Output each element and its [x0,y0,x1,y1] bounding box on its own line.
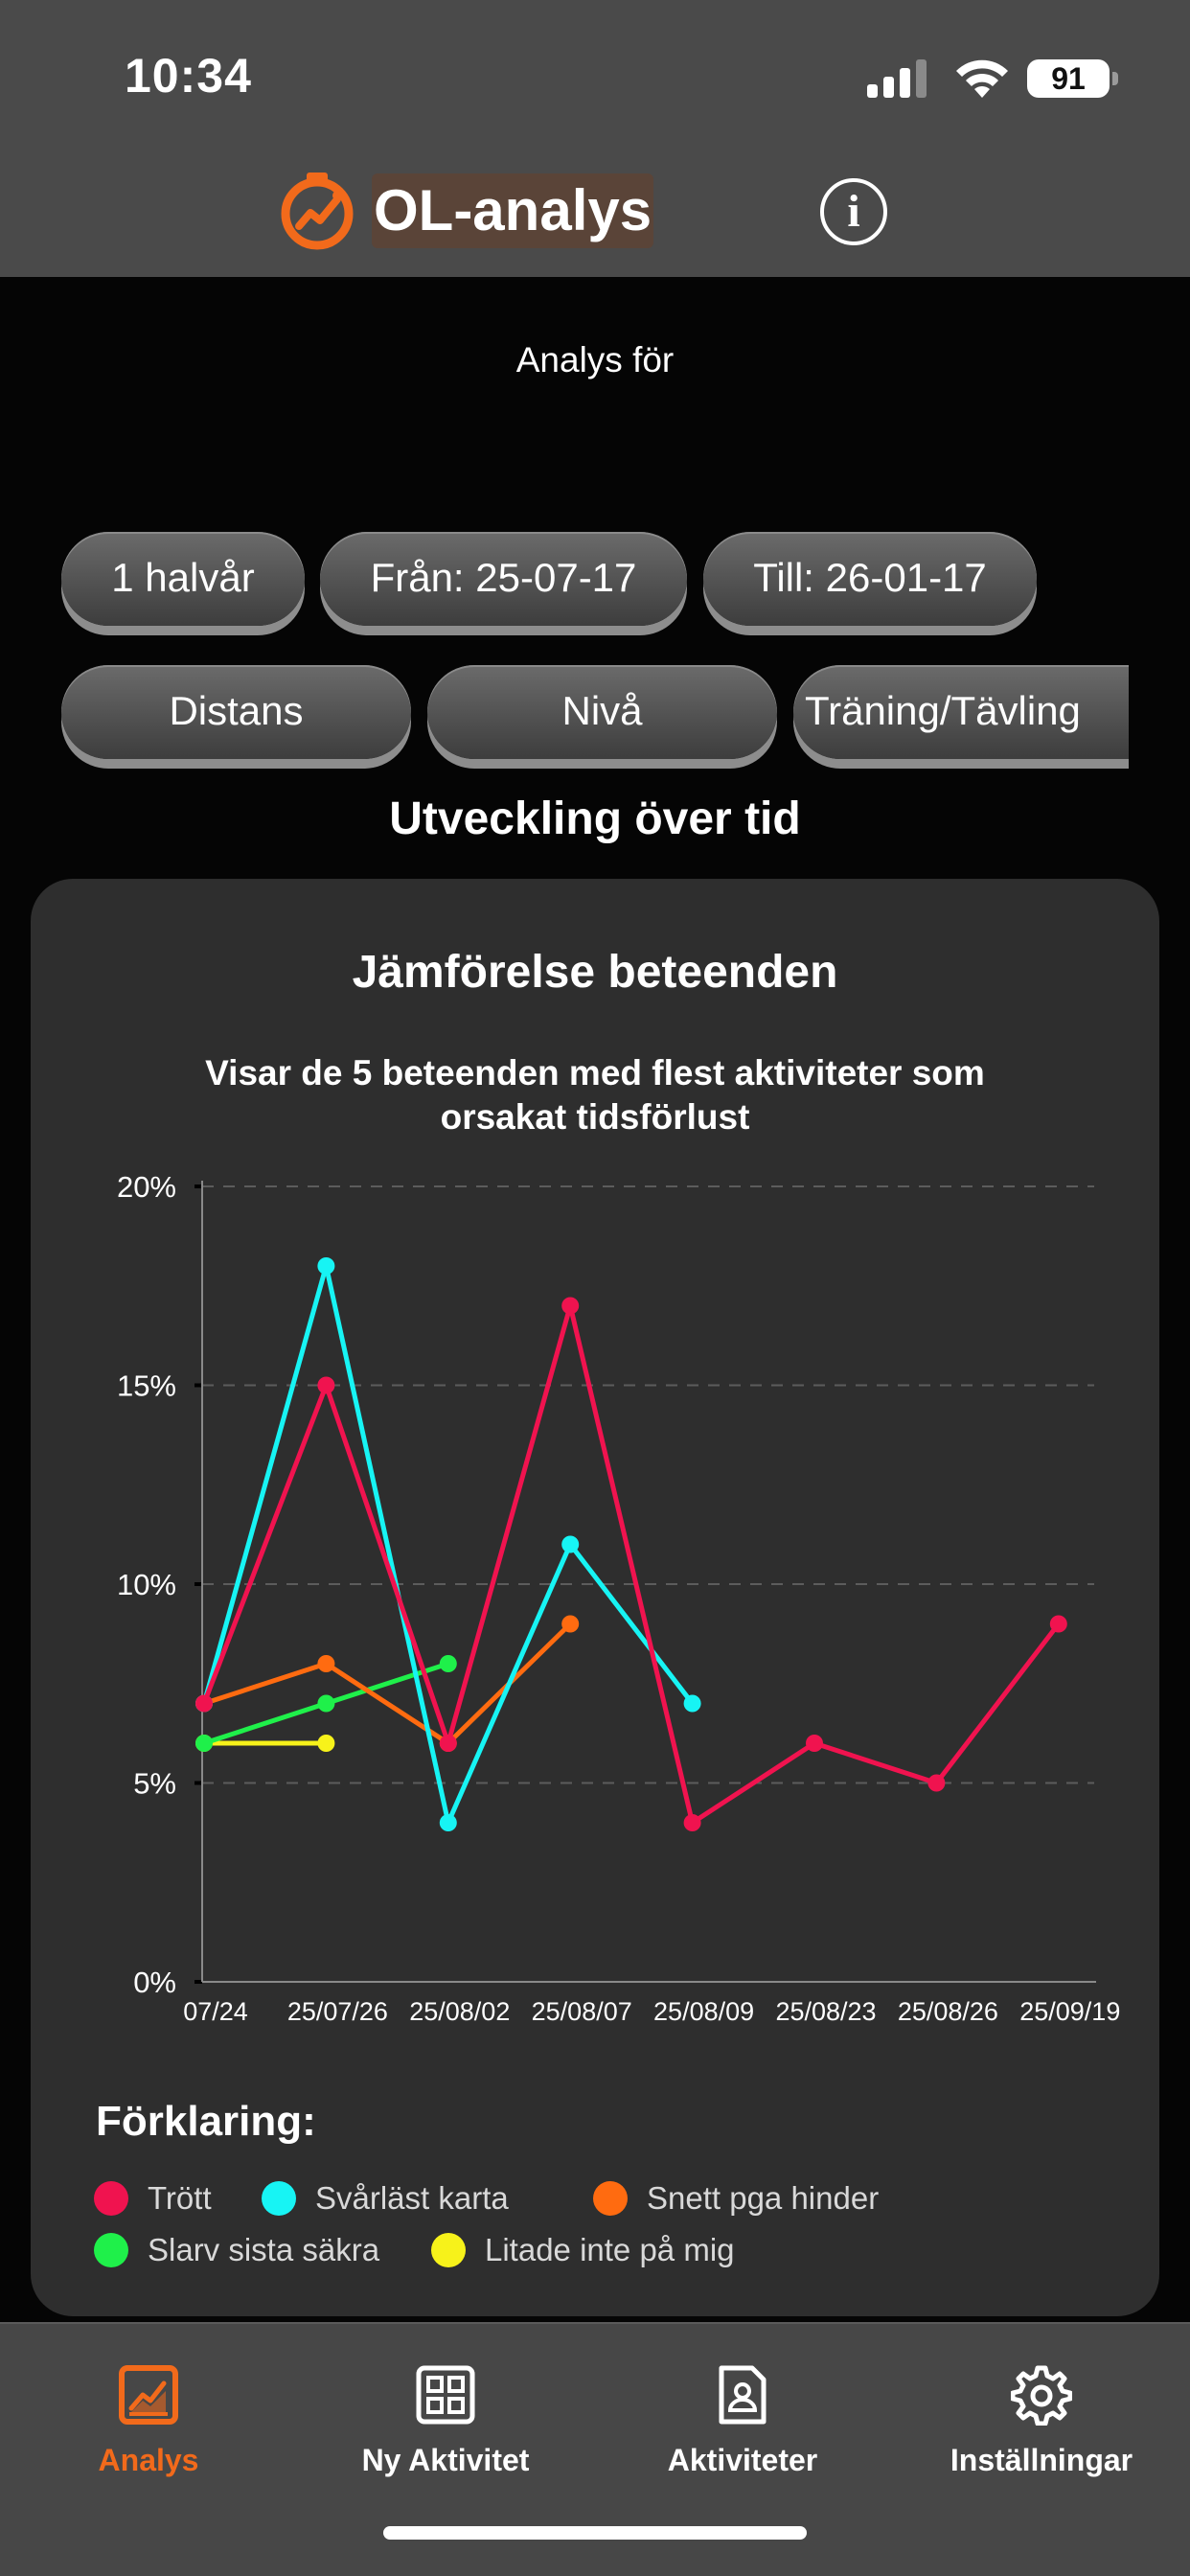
data-point [195,1735,213,1752]
data-point [439,1814,457,1831]
grid-icon [416,2365,475,2425]
legend-label: Snett pga hinder [647,2180,880,2216]
level-button[interactable]: Nivå [427,665,777,759]
data-point [683,1694,701,1713]
legend-item: Litade inte på mig [431,2231,735,2269]
distance-button[interactable]: Distans [61,665,411,759]
status-icons: 91 [867,56,1118,104]
legend-item: Snett pga hinder [593,2179,879,2218]
x-tick-label: 25/08/23 [775,1997,876,2026]
battery-level: 91 [1051,61,1086,96]
y-tick-label: 5% [133,1767,176,1801]
data-point [561,1297,580,1315]
data-point [927,1774,946,1792]
top-bar: 10:34 91 OL-analys i [0,0,1190,277]
y-tick-label: 20% [117,1170,176,1204]
app-title: OL-analys [372,173,654,248]
card-subtitle: Visar de 5 beteenden med flest aktivitet… [205,1053,985,1137]
legend-swatch [431,2233,466,2267]
chart-card: Jämförelse beteenden Visar de 5 beteende… [31,879,1159,2316]
data-point [561,1535,580,1553]
legend-label: Slarv sista säkra [148,2232,380,2267]
tab-label: Aktiviteter [667,2443,818,2477]
from-date-button[interactable]: Från: 25-07-17 [320,532,687,626]
wifi-icon [956,59,1008,98]
tab-ny-aktivitet[interactable]: Ny Aktivitet [297,2343,594,2496]
chart-icon [119,2365,178,2425]
legend-swatch [262,2181,296,2216]
legend-title: Förklaring: [96,2098,316,2145]
legend-item: Trött [94,2179,212,2218]
document-person-icon [719,2365,767,2425]
x-tick-label: 25/09/19 [1019,1997,1120,2026]
legend-item: Svårläst karta [262,2179,509,2218]
legend-label: Litade inte på mig [485,2232,735,2267]
data-point [439,1735,457,1752]
chart-tick-labels: 0% 5% 10% 15% 20% 07/24 25/07/26 25/08/02 25/08/… [117,1170,1120,2026]
y-tick-label: 10% [117,1568,176,1601]
data-point [561,1615,580,1633]
legend-label: Svårläst karta [315,2180,509,2216]
home-indicator [383,2526,807,2540]
tab-label: Ny Aktivitet [361,2443,530,2477]
y-tick-label: 0% [133,1966,176,1999]
chart-timer-logo-icon [281,172,354,250]
chart-axes [195,1181,1096,1984]
x-tick-label: 25/08/26 [898,1997,998,2026]
period-button[interactable]: 1 halvår [61,532,305,626]
data-point [439,1655,457,1672]
legend-label: Trött [148,2180,212,2216]
analysis-for-label: Analys för [515,340,675,380]
tab-label: Inställningar [950,2443,1133,2477]
x-tick-label: 07/24 [183,1997,248,2026]
x-tick-label: 25/07/26 [287,1997,388,2026]
data-point [317,1735,335,1752]
data-point [317,1257,335,1275]
gear-icon [1011,2365,1072,2426]
line-chart: 0% 5% 10% 15% 20% 07/24 25/07/26 25/08/02 25/08/… [117,1170,1120,2026]
card-title: Jämförelse beteenden [352,947,838,998]
info-icon: i [847,186,860,237]
to-date-button[interactable]: Till: 26-01-17 [703,532,1037,626]
tab-aktiviteter[interactable]: Aktiviteter [594,2343,891,2496]
legend-swatch [593,2181,628,2216]
tab-installningar[interactable]: Inställningar [893,2343,1190,2496]
data-point [806,1735,823,1752]
x-tick-label: 25/08/09 [653,1997,754,2026]
data-point [317,1655,335,1672]
info-button[interactable]: i [820,178,887,245]
chart-grid [202,1185,1094,1784]
chart-series [195,1257,1067,1831]
section-title: Utveckling över tid [389,794,801,844]
data-point [683,1814,701,1831]
x-tick-label: 25/08/02 [409,1997,510,2026]
x-tick-label: 25/08/07 [532,1997,632,2026]
data-point [1049,1615,1067,1633]
legend-swatch [94,2181,128,2216]
data-point [317,1694,335,1713]
y-tick-label: 15% [117,1369,176,1403]
series-line [201,1303,1061,1826]
legend-item: Slarv sista säkra [94,2231,379,2269]
data-point [317,1376,335,1394]
tab-label: Analys [98,2443,199,2477]
data-point [195,1694,213,1713]
battery-icon: 91 [1027,59,1118,98]
tab-analys[interactable]: Analys [0,2343,297,2496]
legend-swatch [94,2233,128,2267]
training-competition-button[interactable]: Träning/Tävling [793,665,1129,759]
cellular-signal-icon [867,59,927,98]
status-time: 10:34 [125,49,252,103]
